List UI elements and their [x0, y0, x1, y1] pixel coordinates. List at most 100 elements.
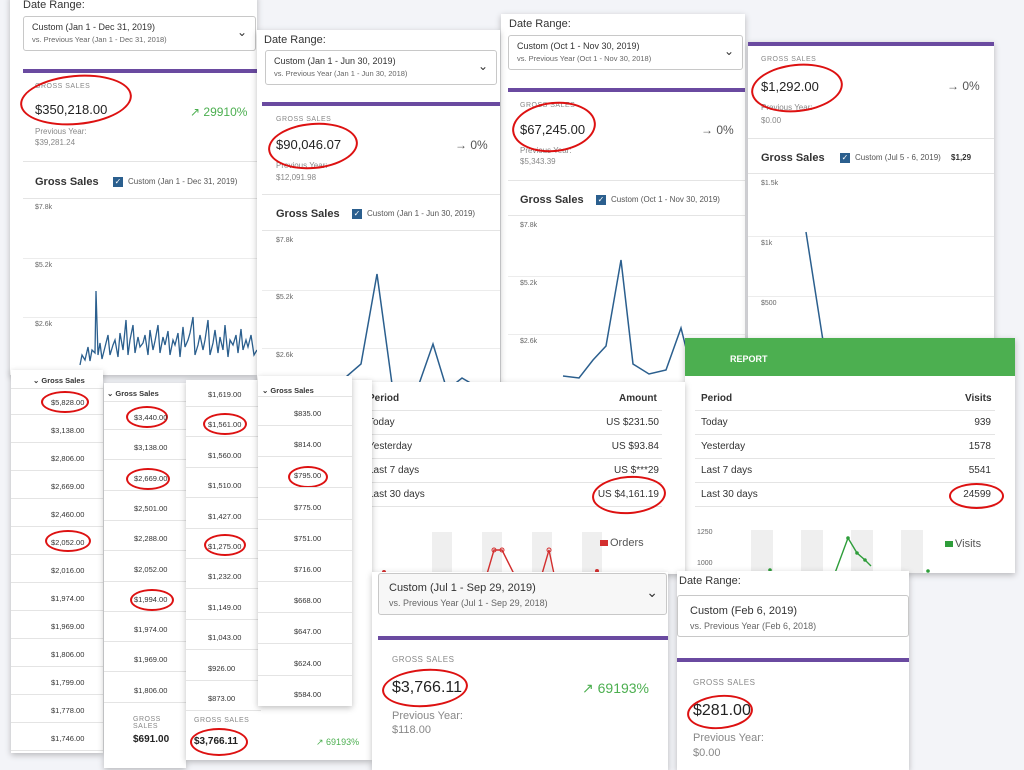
report-bar: REPORT: [685, 338, 1015, 376]
table-cell: $2,460.00: [51, 510, 85, 519]
table-cell: $1,149.00: [208, 602, 242, 612]
date-range-select[interactable]: Custom (Feb 6, 2019) vs. Previous Year (…: [677, 595, 909, 637]
select-main-text: Custom (Feb 6, 2019): [690, 605, 797, 617]
table-cell: $795.00: [294, 471, 322, 481]
previous-year-label: Previous Year:: [520, 146, 572, 155]
gross-sales-line-chart: [334, 273, 498, 390]
table-cell: $3,440.00: [134, 413, 168, 422]
date-range-select[interactable]: Custom (Jul 1 - Sep 29, 2019) vs. Previo…: [378, 573, 667, 615]
chevron-down-icon: ⌄: [477, 59, 488, 73]
chart-legend[interactable]: ✓ Custom (Oct 1 - Nov 30, 2019): [596, 195, 720, 205]
table-cell: $1,275.00: [208, 542, 242, 551]
checkbox-icon[interactable]: ✓: [596, 195, 606, 205]
table-cell: $2,016.00: [51, 566, 85, 575]
dashboard-panel-6: Date Range: Custom (Feb 6, 2019) vs. Pre…: [677, 571, 909, 770]
change-indicator: ↗ 69193%: [582, 680, 650, 696]
date-range-label: Date Range:: [679, 575, 741, 587]
previous-year-value: $0.00: [693, 747, 721, 759]
gross-sales-label: GROSS SALES: [35, 83, 91, 90]
column-header[interactable]: ⌄ Gross Sales: [33, 376, 85, 385]
y-tick: $2.6k: [35, 321, 53, 328]
gross-sales-label: GROSS SALES: [520, 102, 576, 109]
table-cell: $624.00: [294, 658, 322, 668]
gross-sales-label: GROSS SALES: [761, 56, 817, 63]
chart-legend[interactable]: ✓ Custom (Jul 5 - 6, 2019) $1,29: [840, 153, 972, 163]
column-header[interactable]: ⌄ Gross Sales: [262, 386, 314, 395]
gross-sales-value: $281.00: [693, 702, 751, 719]
gross-sales-label: GROSS SALES: [693, 678, 756, 687]
table-cell: $1,560.00: [208, 450, 242, 460]
table-row-value: US $93.84: [611, 441, 659, 452]
table-cell: $1,806.00: [134, 685, 168, 695]
table-cell: $716.00: [294, 565, 322, 574]
checkbox-icon[interactable]: ✓: [840, 153, 850, 163]
table-cell: $1,043.00: [208, 633, 242, 643]
select-main-text: Custom (Jan 1 - Dec 31, 2019): [32, 22, 156, 32]
y-tick: $7.8k: [276, 237, 294, 244]
select-sub-text: vs. Previous Year (Oct 1 - Nov 30, 2018): [517, 54, 652, 63]
chart-title: Gross Sales: [761, 152, 825, 164]
gross-sales-label: GROSS SALES: [392, 655, 455, 664]
chart-legend: Orders: [600, 537, 644, 549]
previous-year-label: Previous Year:: [35, 127, 87, 136]
table-row-value: 1578: [968, 441, 991, 452]
table-cell: $2,501.00: [134, 503, 168, 513]
chevron-down-icon: ⌄: [646, 584, 658, 600]
gross-sales-line-chart: [805, 231, 827, 361]
select-sub-text: vs. Previous Year (Jul 1 - Sep 29, 2018): [389, 598, 548, 608]
table-cell: $835.00: [294, 409, 322, 418]
chevron-down-icon: ⌄: [723, 44, 734, 58]
table-cell: $926.00: [208, 663, 236, 673]
y-tick: $7.8k: [520, 222, 538, 229]
table-cell: $1,969.00: [51, 622, 85, 631]
checkbox-icon[interactable]: ✓: [352, 209, 362, 219]
date-range-select[interactable]: Custom (Jan 1 - Dec 31, 2019) vs. Previo…: [23, 16, 256, 51]
y-tick: 1250: [697, 529, 713, 536]
gross-sales-value: $90,046.07: [276, 137, 342, 152]
dashboard-panel-1: Date Range: Custom (Jan 1 - Dec 31, 2019…: [10, 0, 257, 375]
checkbox-icon[interactable]: ✓: [113, 177, 123, 187]
previous-year-label: Previous Year:: [392, 710, 463, 722]
column-header[interactable]: ⌄ Gross Sales: [107, 389, 159, 398]
gross-sales-value: $67,245.00: [520, 122, 586, 137]
change-indicator: → 0%: [701, 123, 734, 137]
column-header: Visits: [965, 393, 992, 404]
y-tick: $2.6k: [520, 338, 538, 345]
sales-column-4: ⌄ Gross Sales $835.00 $814.00 $795.00 $775.…: [258, 376, 352, 706]
table-row-label: Last 30 days: [701, 489, 758, 500]
table-row-label: Today: [701, 417, 728, 428]
chart-title: Gross Sales: [520, 194, 584, 206]
select-main-text: Custom (Jul 1 - Sep 29, 2019): [389, 582, 536, 594]
table-cell: $2,669.00: [134, 473, 168, 483]
gross-sales-value: $1,292.00: [761, 79, 819, 94]
y-tick: $5.2k: [35, 262, 53, 269]
dashboard-panel-3: Date Range: Custom (Oct 1 - Nov 30, 2019…: [501, 14, 745, 384]
sales-column-1: ⌄ Gross Sales $5,828.00 $3,138.00 $2,806.0…: [11, 370, 103, 753]
dashboard-panel-4: GROSS SALES $1,292.00 → 0% Previous Year…: [748, 42, 994, 362]
table-cell: $1,969.00: [134, 655, 168, 665]
table-cell: $5,828.00: [51, 398, 85, 407]
select-main-text: Custom (Oct 1 - Nov 30, 2019): [517, 41, 640, 51]
chart-legend[interactable]: ✓ Custom (Jan 1 - Jun 30, 2019): [352, 209, 476, 219]
date-range-select[interactable]: Custom (Oct 1 - Nov 30, 2019) vs. Previo…: [508, 35, 743, 70]
previous-year-value: $39,281.24: [35, 138, 76, 147]
visits-line-chart: [768, 536, 930, 573]
previous-year-value: $118.00: [392, 724, 431, 736]
table-row-value: 5541: [968, 465, 991, 476]
chart-title: Gross Sales: [35, 176, 99, 188]
previous-year-value: $12,091.98: [276, 173, 317, 182]
visits-panel: REPORT Period Visits Today 939 Yesterday…: [685, 338, 1015, 573]
table-row-value: 939: [974, 417, 991, 428]
gross-sales-line-chart: [562, 259, 742, 379]
table-cell: $1,232.00: [208, 572, 242, 582]
previous-year-label: Previous Year:: [761, 103, 813, 112]
date-range-select[interactable]: Custom (Jan 1 - Jun 30, 2019) vs. Previo…: [265, 50, 497, 85]
gross-sales-label: GROSS SALES: [276, 116, 332, 123]
gross-sales-total: $691.00: [133, 734, 170, 745]
table-cell: $1,974.00: [134, 625, 168, 635]
change-indicator: → 0%: [455, 138, 488, 152]
table-cell: $873.00: [208, 694, 236, 703]
table-cell: $1,746.00: [51, 734, 85, 743]
table-cell: $1,799.00: [51, 678, 85, 687]
chart-legend[interactable]: ✓ Custom (Jan 1 - Dec 31, 2019): [113, 177, 238, 187]
